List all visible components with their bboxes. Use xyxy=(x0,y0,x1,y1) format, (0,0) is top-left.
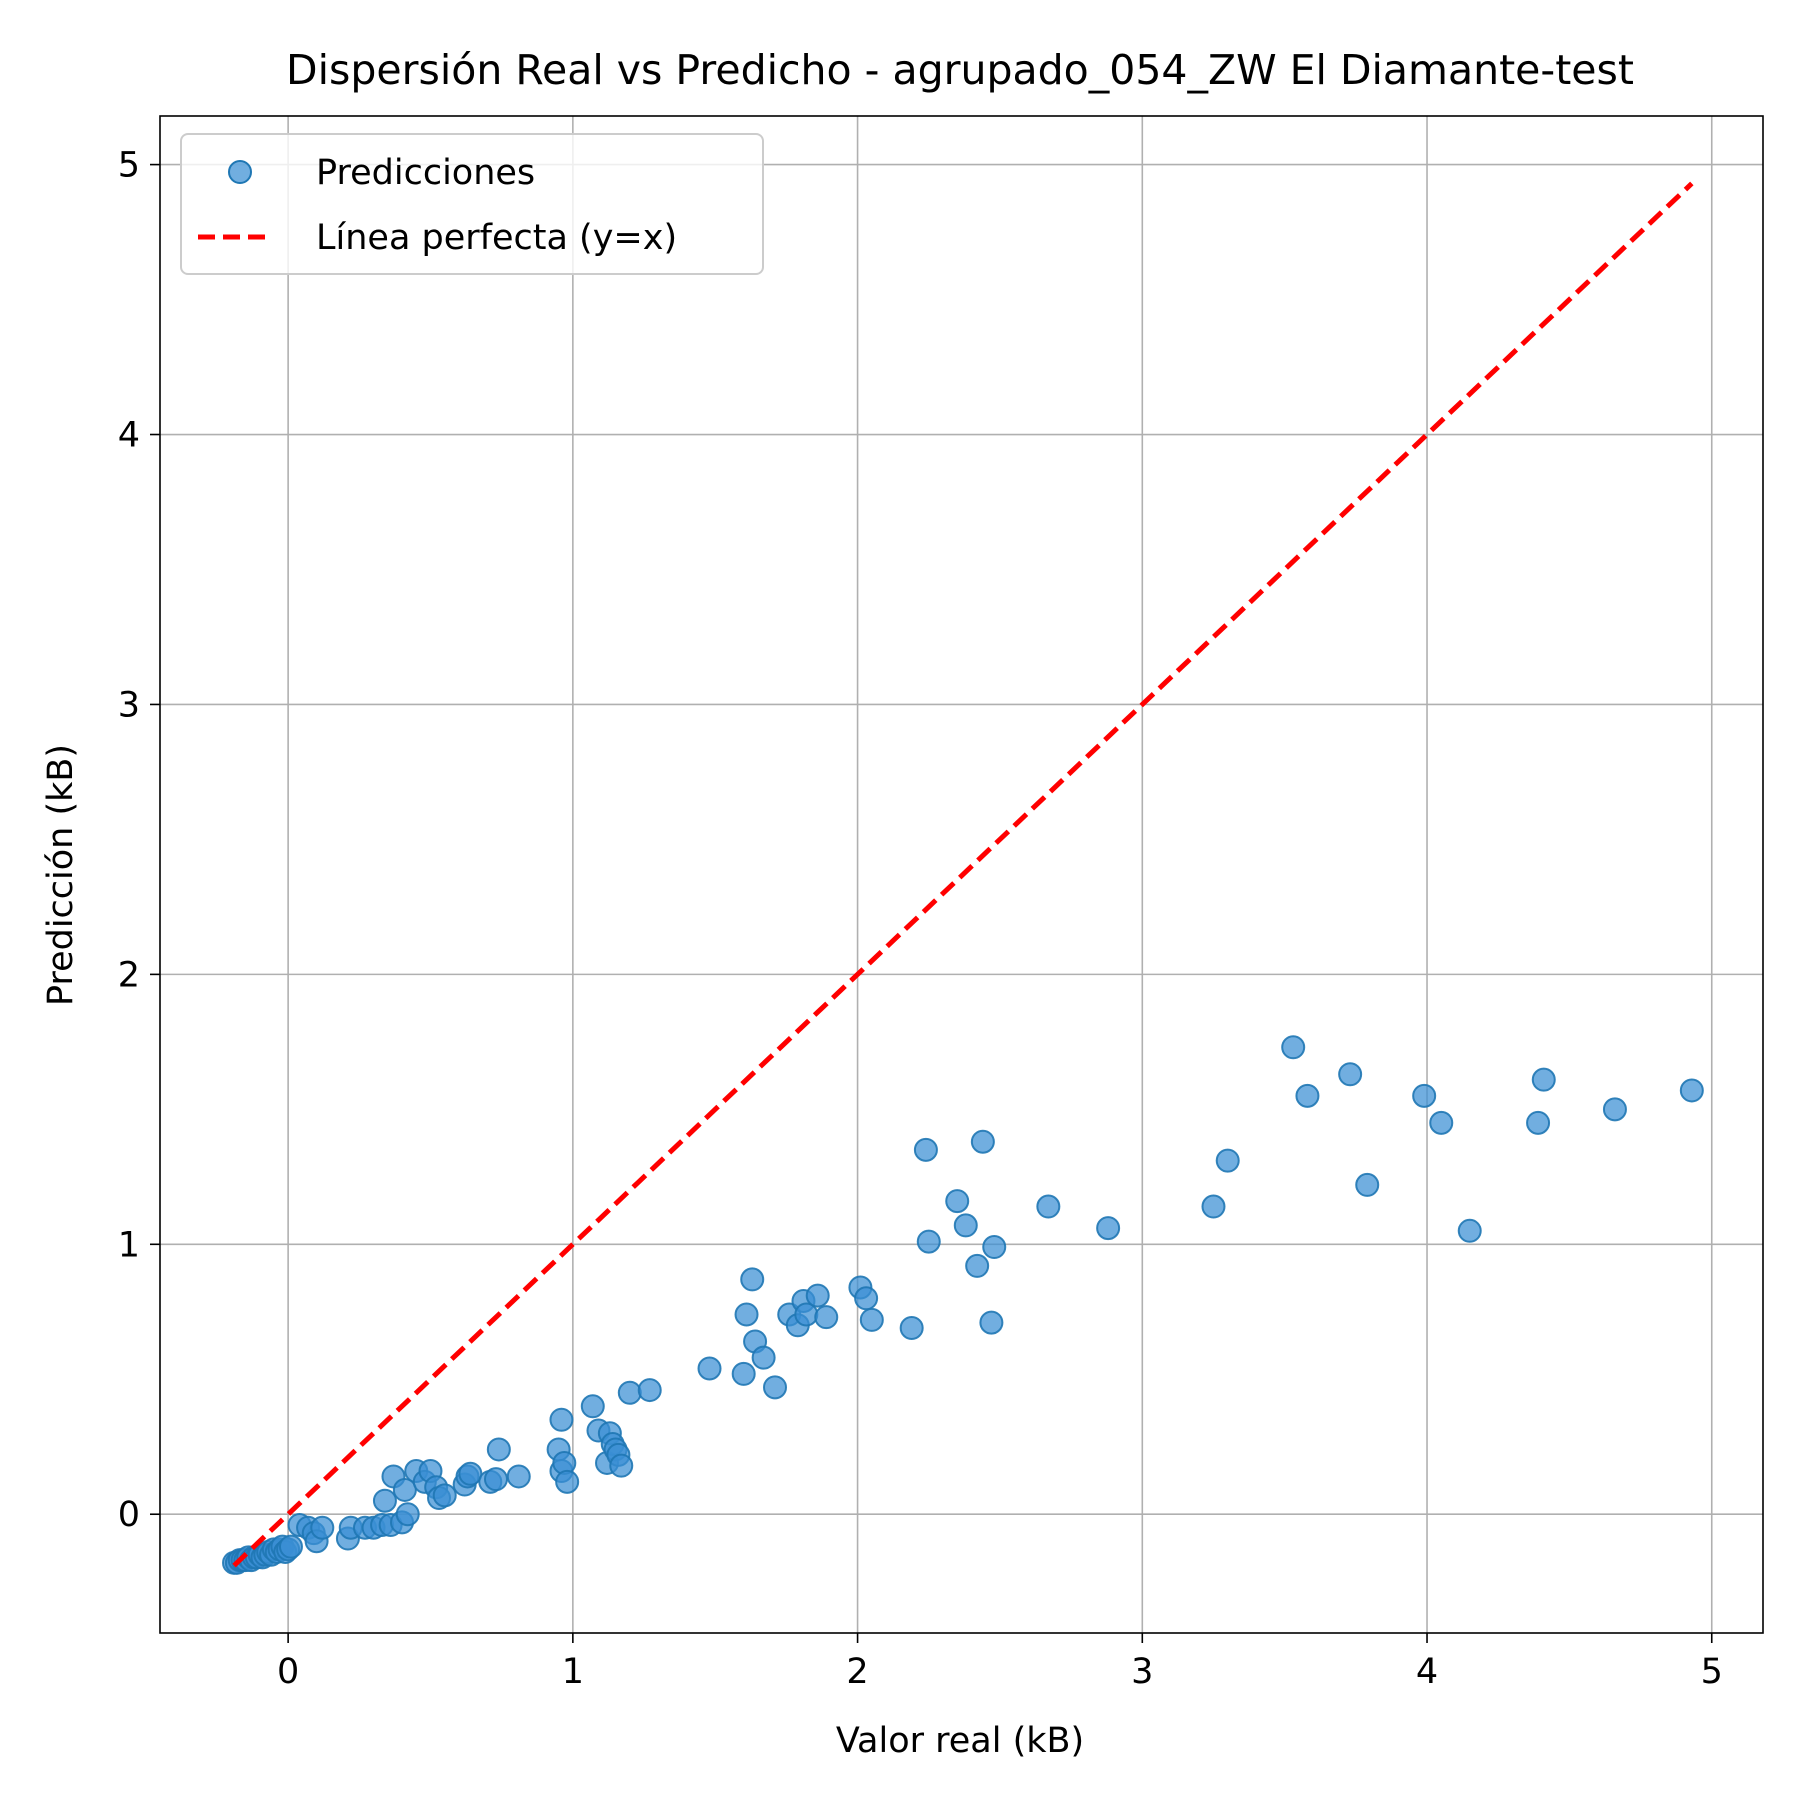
data-point xyxy=(609,1453,634,1478)
x-tick-label: 4 xyxy=(1416,1652,1438,1692)
data-point xyxy=(697,1356,722,1381)
x-tick-label: 1 xyxy=(562,1652,584,1692)
data-point xyxy=(1679,1078,1704,1103)
data-point xyxy=(979,1310,1004,1335)
y-tick-label: 5 xyxy=(118,146,140,186)
data-point xyxy=(1096,1216,1121,1241)
data-point xyxy=(913,1137,938,1162)
y-tick-label: 4 xyxy=(118,416,140,456)
grid xyxy=(160,116,1763,1633)
y-axis-label: Predicción (kB) xyxy=(41,744,81,1006)
data-point xyxy=(372,1488,397,1513)
data-point xyxy=(506,1464,531,1489)
y-tick-label: 2 xyxy=(118,955,140,995)
legend: Predicciones Línea perfecta (y=x) xyxy=(180,133,764,275)
data-point xyxy=(1457,1218,1482,1243)
chart-title: Dispersión Real vs Predicho - agrupado_0… xyxy=(286,46,1634,94)
data-point xyxy=(1201,1194,1226,1219)
y-tick-label: 0 xyxy=(118,1495,140,1535)
data-point xyxy=(278,1534,303,1559)
x-axis-label: Valor real (kB) xyxy=(836,1721,1084,1761)
data-point xyxy=(580,1394,605,1419)
x-tick-label: 5 xyxy=(1701,1652,1723,1692)
data-point xyxy=(1215,1148,1240,1173)
data-point xyxy=(1036,1194,1061,1219)
data-point xyxy=(1602,1097,1627,1122)
plot-area xyxy=(222,181,1704,1575)
data-point xyxy=(1281,1035,1306,1060)
data-point xyxy=(555,1469,580,1494)
data-point xyxy=(1531,1067,1556,1092)
x-tick-label: 2 xyxy=(846,1652,868,1692)
data-point xyxy=(395,1502,420,1527)
data-point xyxy=(854,1286,879,1311)
data-point xyxy=(751,1345,776,1370)
data-point xyxy=(731,1361,756,1386)
data-point xyxy=(310,1515,335,1540)
legend-label-linea-perfecta: Línea perfecta (y=x) xyxy=(316,218,677,258)
x-tick-label: 3 xyxy=(1131,1652,1153,1692)
data-point xyxy=(734,1302,759,1327)
axis-ticks: 0 1 2 3 4 5 0 1 2 3 4 5 xyxy=(118,146,1723,1692)
data-point xyxy=(916,1229,941,1254)
data-point xyxy=(945,1189,970,1214)
data-point xyxy=(617,1380,642,1405)
data-point xyxy=(899,1315,924,1340)
axes-frame xyxy=(159,115,1764,1634)
data-point xyxy=(982,1235,1007,1260)
data-point xyxy=(1355,1172,1380,1197)
perfect-line xyxy=(232,181,1694,1568)
data-point xyxy=(1429,1110,1454,1135)
data-point xyxy=(486,1437,511,1462)
y-tick-label: 1 xyxy=(118,1225,140,1265)
data-point xyxy=(549,1407,574,1432)
data-point xyxy=(637,1378,662,1403)
data-point xyxy=(1338,1062,1363,1087)
legend-scatter-marker xyxy=(228,160,252,184)
y-tick-label: 3 xyxy=(118,685,140,725)
data-point xyxy=(805,1283,830,1308)
data-point xyxy=(458,1461,483,1486)
data-point xyxy=(432,1483,457,1508)
data-point xyxy=(970,1129,995,1154)
data-point xyxy=(953,1213,978,1238)
data-point xyxy=(859,1307,884,1332)
legend-label-predicciones: Predicciones xyxy=(316,153,535,193)
x-tick-label: 0 xyxy=(277,1652,299,1692)
data-point xyxy=(814,1305,839,1330)
data-point xyxy=(392,1477,417,1502)
data-point xyxy=(483,1467,508,1492)
data-point xyxy=(965,1253,990,1278)
legend-box xyxy=(180,133,764,275)
data-point xyxy=(740,1267,765,1292)
data-point xyxy=(1295,1083,1320,1108)
data-point xyxy=(1526,1110,1551,1135)
data-point xyxy=(763,1375,788,1400)
data-point xyxy=(1412,1083,1437,1108)
